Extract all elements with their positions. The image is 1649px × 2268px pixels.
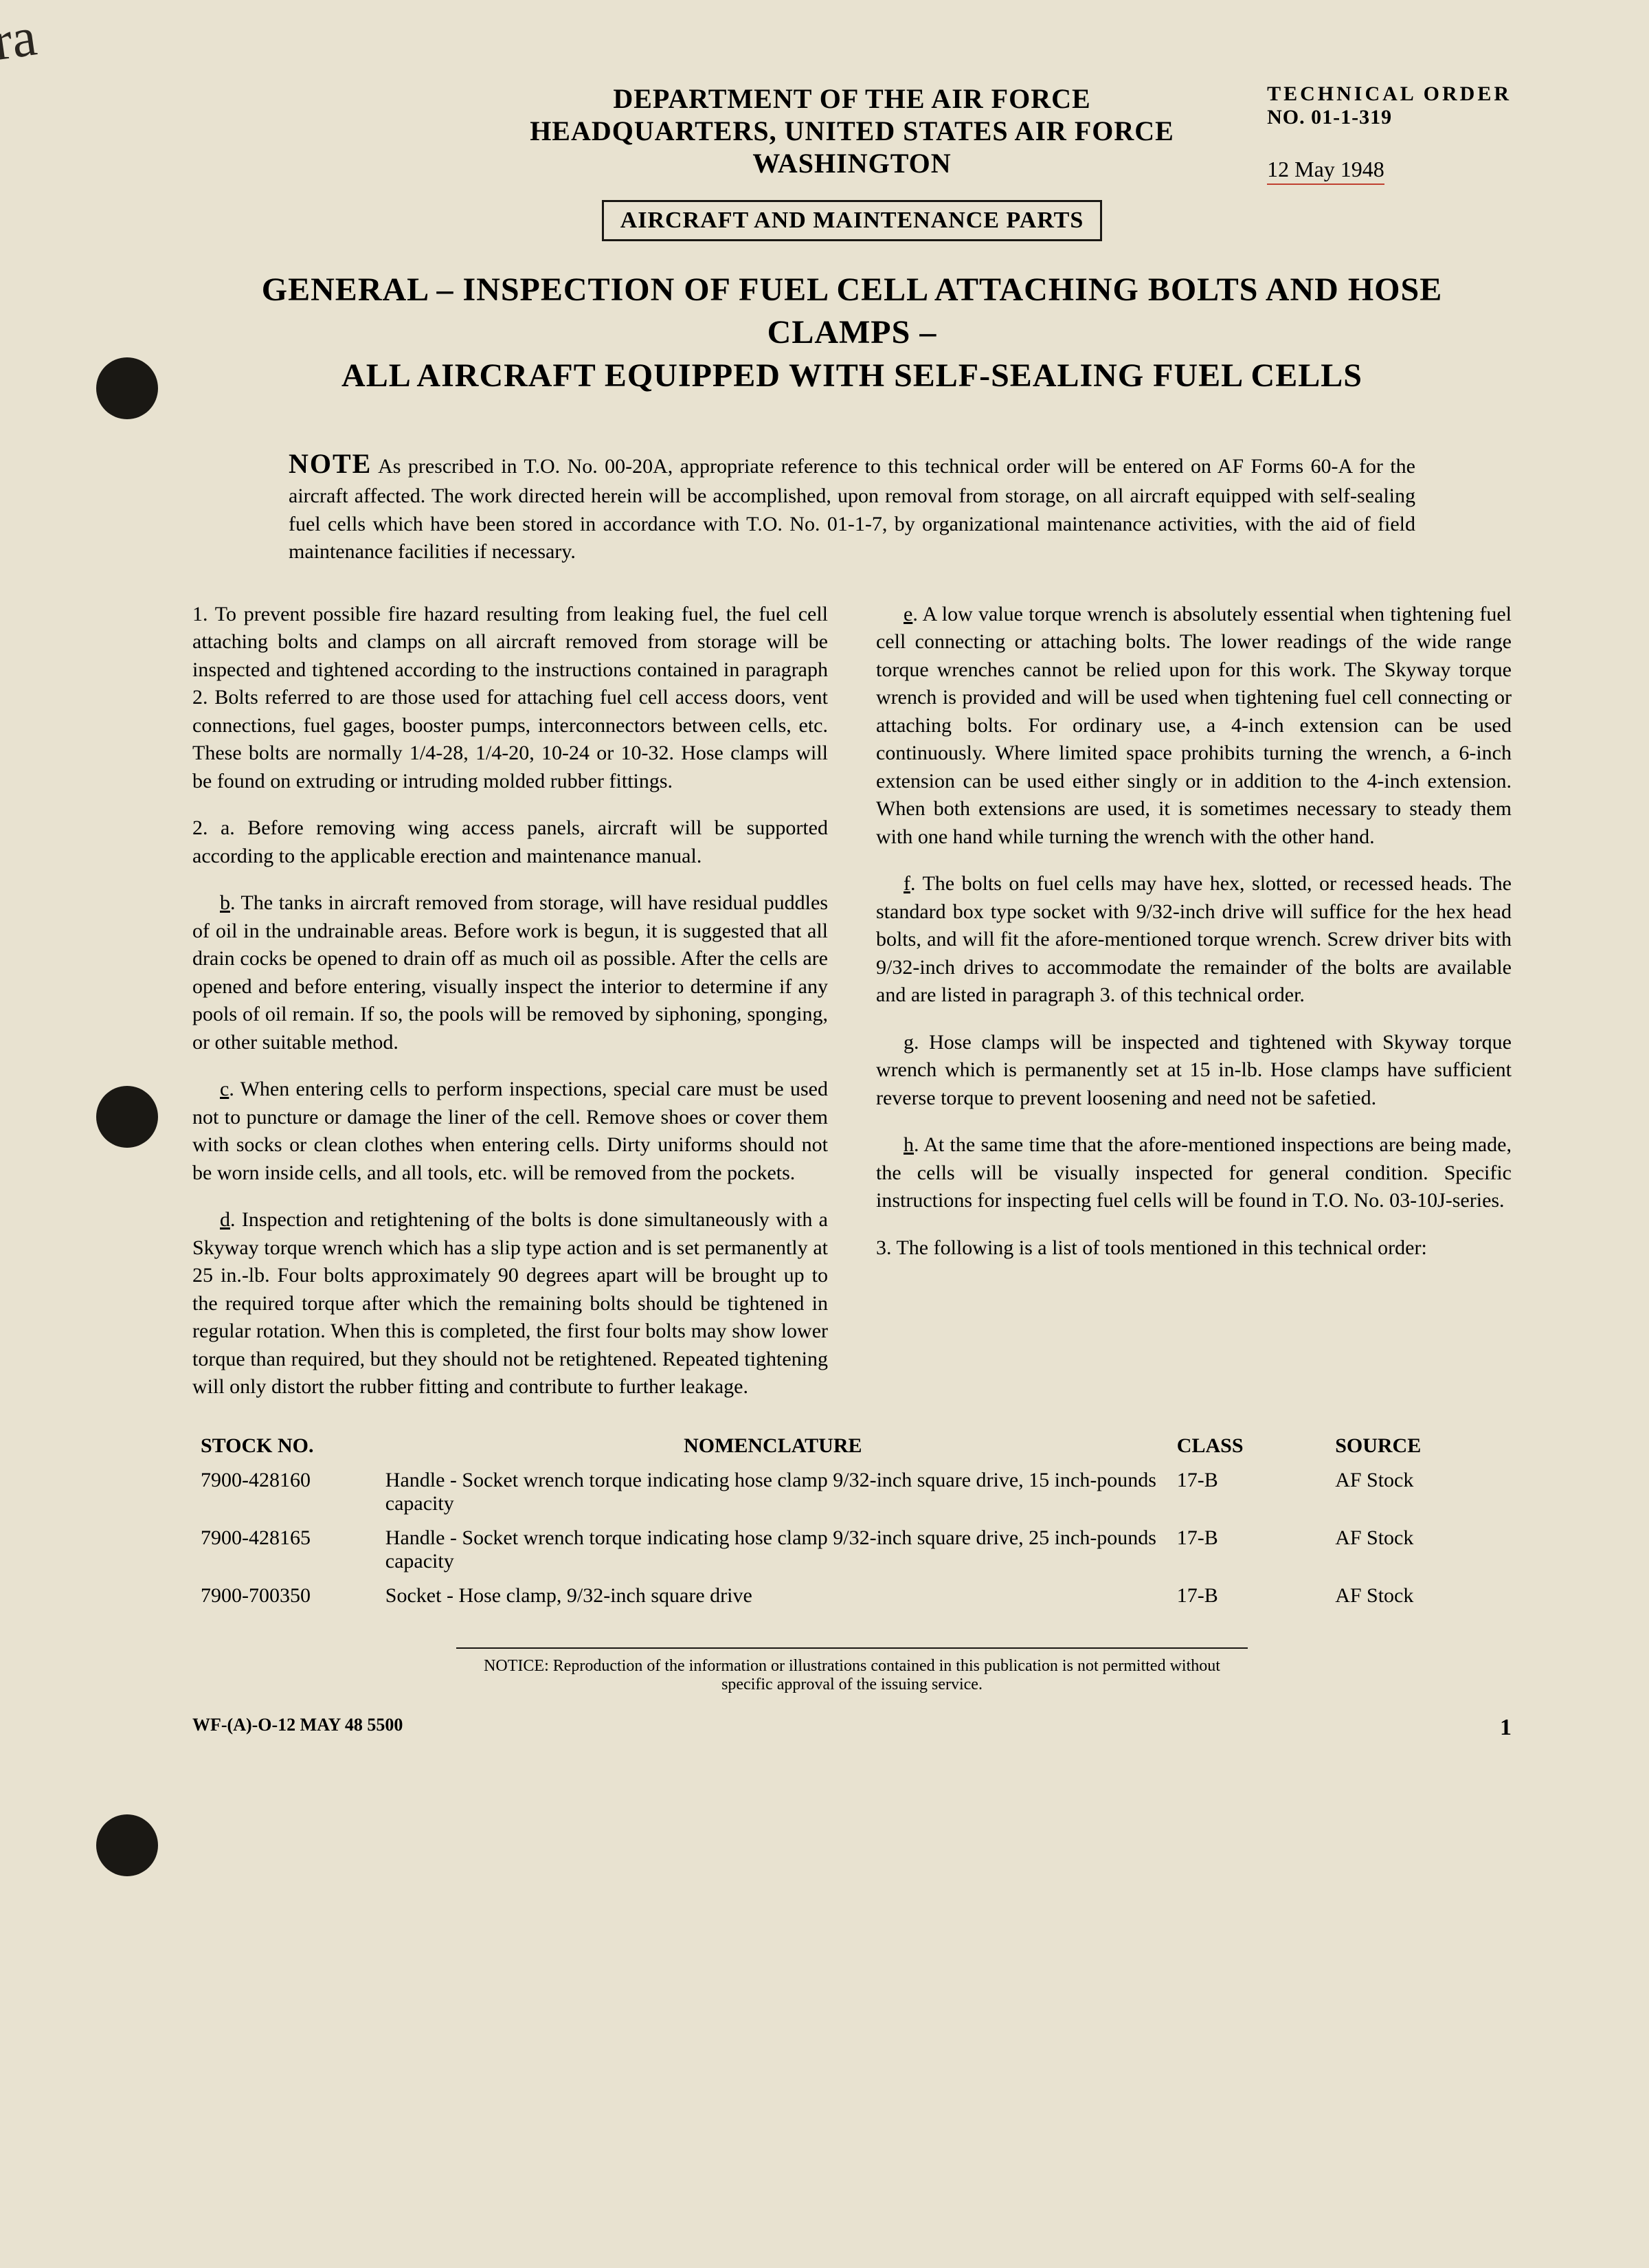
cell-stock: 7900-700350 — [192, 1579, 377, 1613]
paragraph-3: 3. The following is a list of tools ment… — [876, 1234, 1512, 1263]
paragraph-1: 1. To prevent possible fire hazard resul… — [192, 601, 828, 796]
table-header-row: STOCK NO. NOMENCLATURE CLASS SOURCE — [192, 1429, 1512, 1463]
note-body: As prescribed in T.O. No. 00-20A, approp… — [289, 455, 1415, 563]
table-row: 7900-428160 Handle - Socket wrench torqu… — [192, 1463, 1512, 1521]
tech-order-label: TECHNICAL ORDER — [1267, 82, 1512, 106]
cell-source: AF Stock — [1327, 1463, 1512, 1521]
title-line-2: ALL AIRCRAFT EQUIPPED WITH SELF-SEALING … — [192, 355, 1512, 397]
col-header-source: SOURCE — [1327, 1429, 1512, 1463]
document-title: GENERAL – INSPECTION OF FUEL CELL ATTACH… — [192, 269, 1512, 397]
body-columns: 1. To prevent possible fire hazard resul… — [192, 601, 1512, 1401]
table-row: 7900-700350 Socket - Hose clamp, 9/32-in… — [192, 1579, 1512, 1613]
col-header-stock: STOCK NO. — [192, 1429, 377, 1463]
cell-class: 17-B — [1169, 1463, 1327, 1521]
paragraph-2f: f. The bolts on fuel cells may have hex,… — [876, 870, 1512, 1010]
cell-source: AF Stock — [1327, 1579, 1512, 1613]
cell-source: AF Stock — [1327, 1521, 1512, 1579]
col-header-nomenclature: NOMENCLATURE — [377, 1429, 1169, 1463]
reproduction-notice: NOTICE: Reproduction of the information … — [456, 1647, 1248, 1694]
paragraph-2b: b. The tanks in aircraft removed from st… — [192, 889, 828, 1056]
punch-hole — [96, 1086, 158, 1148]
table-row: 7900-428165 Handle - Socket wrench torqu… — [192, 1521, 1512, 1579]
cell-nomenclature: Handle - Socket wrench torque indicating… — [377, 1463, 1169, 1521]
cell-stock: 7900-428165 — [192, 1521, 377, 1579]
cell-class: 17-B — [1169, 1579, 1327, 1613]
paragraph-2h: h. At the same time that the afore-menti… — [876, 1131, 1512, 1215]
handwritten-annotation: Extra — [0, 5, 41, 84]
paragraph-2d: d. Inspection and retightening of the bo… — [192, 1206, 828, 1401]
note-label: NOTE — [289, 448, 372, 479]
cell-class: 17-B — [1169, 1521, 1327, 1579]
paragraph-2a: 2. a. Before removing wing access panels… — [192, 814, 828, 870]
document-date: 12 May 1948 — [1267, 157, 1512, 185]
title-line-1: GENERAL – INSPECTION OF FUEL CELL ATTACH… — [192, 269, 1512, 355]
paragraph-2g: g. Hose clamps will be inspected and tig… — [876, 1029, 1512, 1113]
category-box: AIRCRAFT AND MAINTENANCE PARTS — [602, 200, 1103, 241]
note-block: NOTE As prescribed in T.O. No. 00-20A, a… — [289, 445, 1415, 566]
tech-order-block: TECHNICAL ORDER NO. 01-1-319 12 May 1948 — [1267, 82, 1512, 185]
tech-order-number: NO. 01-1-319 — [1267, 106, 1512, 129]
col-header-class: CLASS — [1169, 1429, 1327, 1463]
document-page: Extra TECHNICAL ORDER NO. 01-1-319 12 Ma… — [0, 0, 1649, 2268]
footer-row: WF-(A)-O-12 MAY 48 5500 1 — [192, 1715, 1512, 1741]
punch-hole — [96, 1814, 158, 1876]
cell-nomenclature: Socket - Hose clamp, 9/32-inch square dr… — [377, 1579, 1169, 1613]
paragraph-2c: c. When entering cells to perform inspec… — [192, 1076, 828, 1187]
tools-table: STOCK NO. NOMENCLATURE CLASS SOURCE 7900… — [192, 1429, 1512, 1613]
paragraph-2e: e. A low value torque wrench is absolute… — [876, 601, 1512, 852]
footer-print-code: WF-(A)-O-12 MAY 48 5500 — [192, 1715, 403, 1741]
page-number: 1 — [1500, 1715, 1512, 1741]
punch-hole — [96, 357, 158, 419]
cell-stock: 7900-428160 — [192, 1463, 377, 1521]
cell-nomenclature: Handle - Socket wrench torque indicating… — [377, 1521, 1169, 1579]
document-header: TECHNICAL ORDER NO. 01-1-319 12 May 1948… — [192, 82, 1512, 241]
